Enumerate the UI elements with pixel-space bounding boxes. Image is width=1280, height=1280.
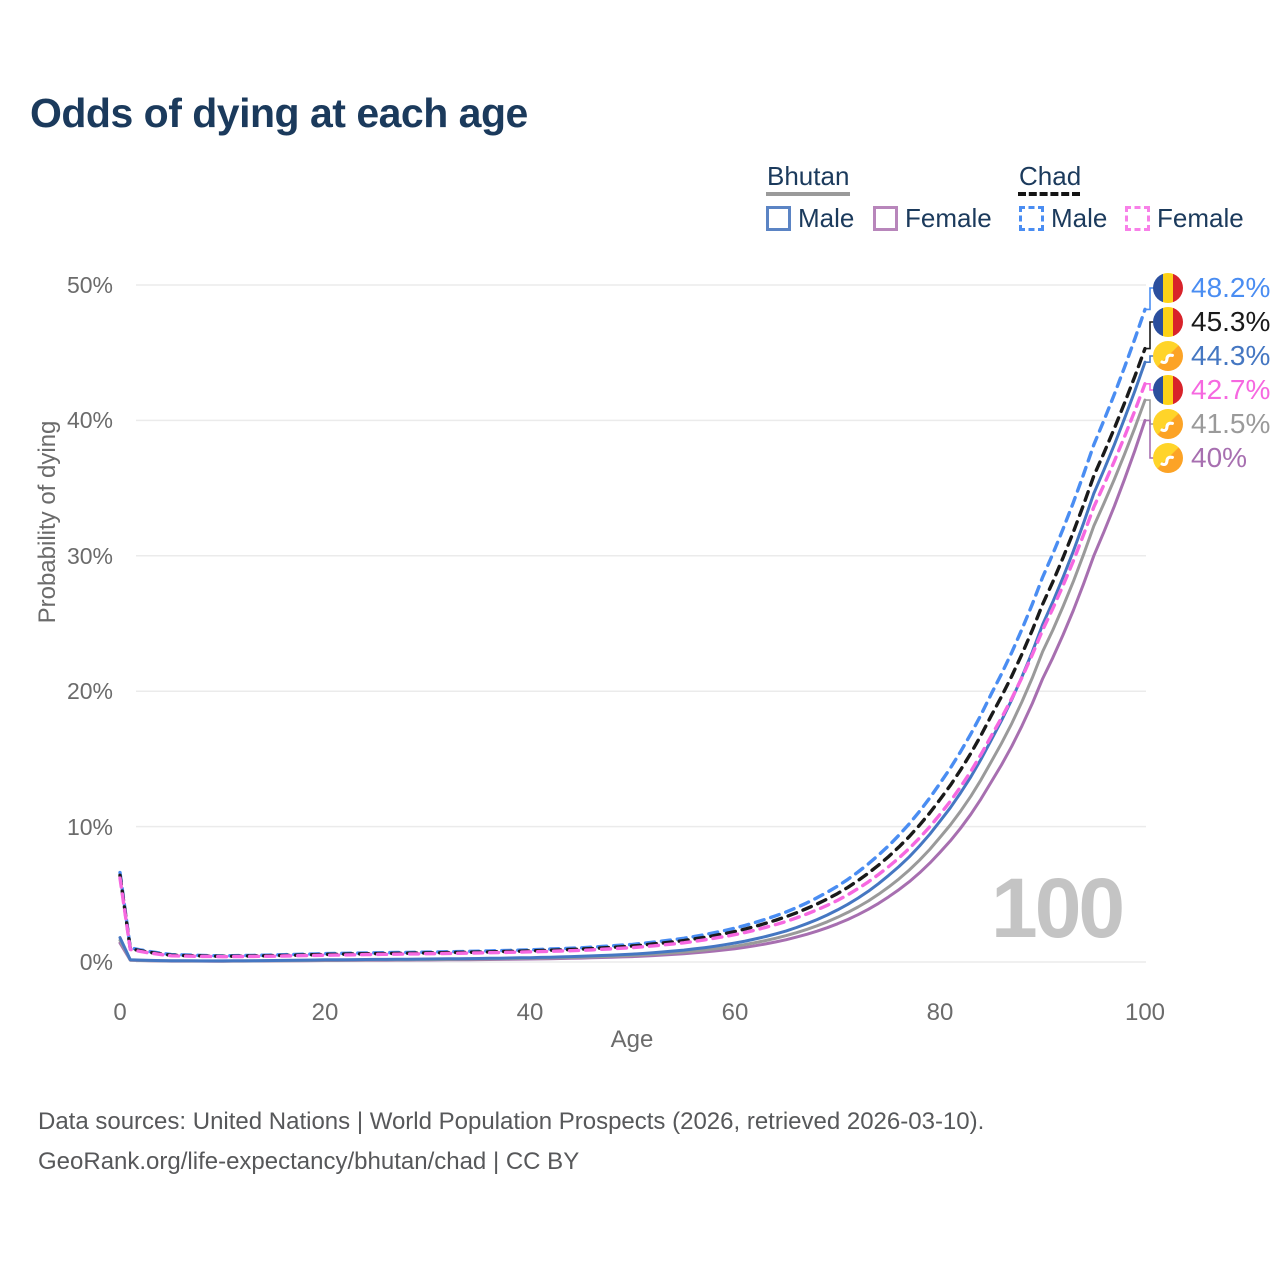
y-tick-label: 20% [66, 678, 113, 705]
legend-group-bhutan: Bhutan [767, 161, 850, 191]
legend-item-chad-male[interactable]: Male [1019, 202, 1108, 233]
end-label-value: 42.7% [1191, 374, 1271, 405]
x-axis-title: Age [610, 1026, 654, 1053]
y-tick-label: 10% [66, 813, 113, 840]
end-label-value: 41.5% [1191, 408, 1271, 439]
y-tick-label: 40% [66, 407, 113, 434]
chad-female-swatch-icon [1125, 205, 1150, 231]
y-tick-label: 0% [79, 949, 113, 975]
chad-flag-icon [1153, 375, 1183, 405]
end-label: 42.7% [1153, 373, 1270, 407]
series-line [118, 307, 1147, 958]
x-tick-label: 60 [721, 999, 749, 1026]
bhutan-female-swatch-icon [873, 205, 898, 231]
x-tick-label: 80 [926, 999, 954, 1026]
end-label: 45.3% [1153, 305, 1270, 339]
chad-flag-icon [1153, 273, 1183, 303]
bhutan-average-line-swatch [766, 192, 850, 196]
legend-item-bhutan-female[interactable]: Female [873, 202, 992, 233]
x-tick-label: 0 [113, 999, 127, 1026]
x-tick-label: 20 [311, 999, 339, 1026]
legend-item-bhutan-male[interactable]: Male [766, 202, 855, 233]
x-tick-label: 40 [516, 999, 544, 1026]
end-label-value: 45.3% [1191, 306, 1271, 337]
legend-label: Male [798, 202, 855, 233]
bhutan-flag-icon [1153, 443, 1183, 473]
series-line [118, 360, 1147, 963]
data-sources-text: Data sources: United Nations | World Pop… [38, 1108, 985, 1135]
legend-label: Male [1051, 202, 1108, 233]
series-line [118, 382, 1147, 959]
bhutan-male-swatch-icon [766, 205, 791, 231]
end-label-value: 48.2% [1191, 272, 1271, 303]
chad-flag-icon [1153, 307, 1183, 337]
attribution-text: GeoRank.org/life-expectancy/bhutan/chad … [38, 1148, 580, 1175]
legend-item-chad-female[interactable]: Female [1125, 202, 1244, 233]
bhutan-flag-icon [1153, 341, 1183, 371]
end-label: 40% [1153, 441, 1247, 475]
age-watermark: 100 [991, 861, 1125, 955]
chad-average-line-swatch [1018, 192, 1080, 196]
legend-label: Female [905, 202, 992, 233]
end-label: 48.2% [1153, 271, 1270, 305]
end-label: 44.3% [1153, 339, 1270, 373]
end-label-value: 44.3% [1191, 340, 1271, 371]
x-tick-label: 100 [1124, 999, 1166, 1026]
end-label-value: 40% [1191, 442, 1248, 473]
page-title: Odds of dying at each age [30, 90, 528, 136]
series-line [118, 346, 1147, 958]
y-axis-title: Probability of dying [34, 420, 61, 624]
y-tick-label: 30% [66, 542, 113, 569]
legend-group-chad: Chad [1019, 161, 1082, 191]
y-tick-label: 50% [66, 272, 113, 298]
legend-label: Female [1157, 202, 1244, 233]
chad-male-swatch-icon [1019, 205, 1044, 231]
end-label: 41.5% [1153, 407, 1270, 441]
bhutan-flag-icon [1153, 409, 1183, 439]
